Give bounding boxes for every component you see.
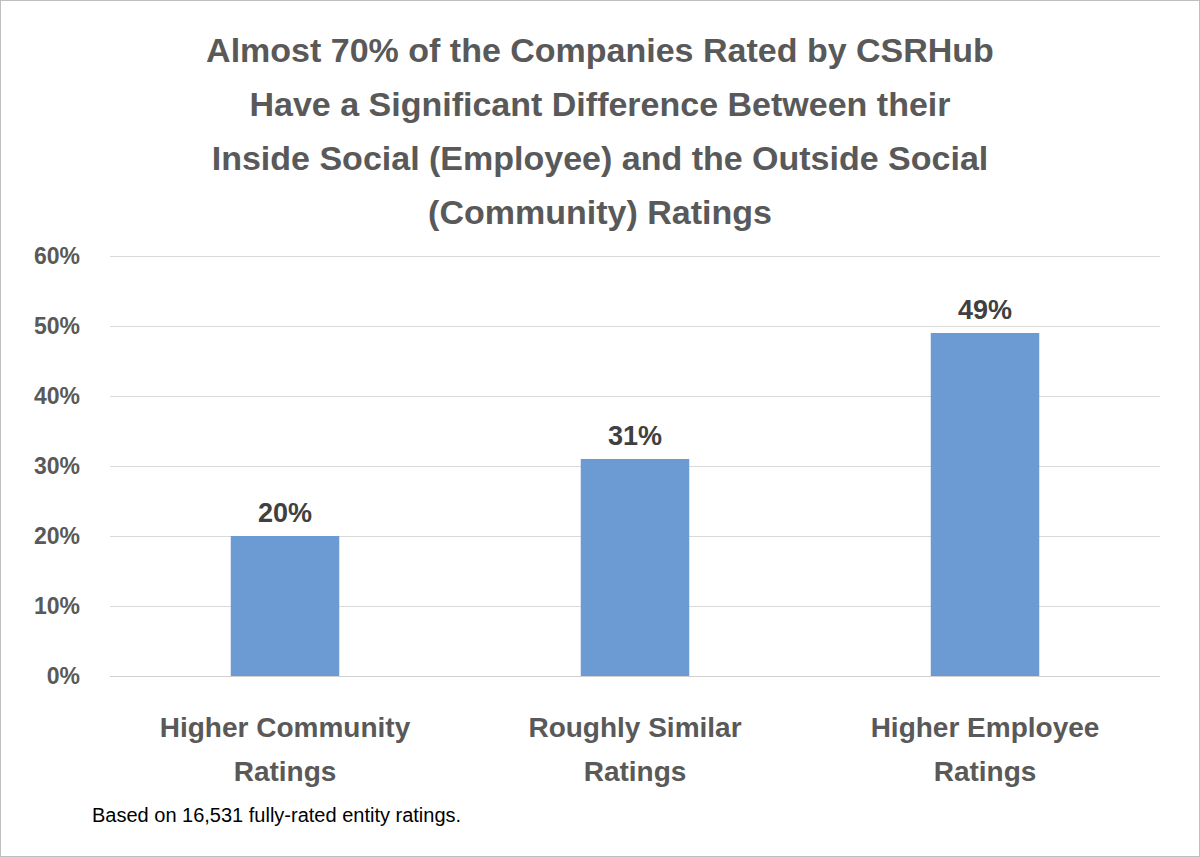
bar	[931, 333, 1040, 676]
chart-svg: Almost 70% of the Companies Rated by CSR…	[0, 0, 1200, 857]
bars	[231, 333, 1040, 676]
y-tick-label: 50%	[34, 313, 80, 339]
grid	[110, 257, 1160, 677]
y-tick-label: 40%	[34, 383, 80, 409]
x-tick-label-line: Roughly Similar	[528, 712, 741, 743]
y-tick-label: 60%	[34, 243, 80, 269]
title-line: Inside Social (Employee) and the Outside…	[212, 139, 989, 177]
x-tick-label-line: Higher Community	[160, 712, 411, 743]
chart-title: Almost 70% of the Companies Rated by CSR…	[206, 31, 994, 231]
bar	[581, 459, 690, 676]
x-tick-label-line: Ratings	[934, 756, 1037, 787]
x-tick-label: Roughly Similar Ratings	[528, 712, 741, 787]
grid-line	[110, 676, 1160, 677]
y-tick-label: 20%	[34, 523, 80, 549]
x-tick-label-line: Ratings	[234, 756, 337, 787]
grid-line	[110, 256, 1160, 257]
bar	[231, 536, 340, 676]
title-line: Almost 70% of the Companies Rated by CSR…	[206, 31, 994, 69]
y-tick-label: 30%	[34, 453, 80, 479]
data-label: 20%	[258, 498, 312, 528]
data-labels: 20% 31% 49%	[258, 295, 1012, 528]
data-label: 49%	[958, 295, 1012, 325]
y-tick-label: 10%	[34, 593, 80, 619]
x-tick-label: Higher Employee Ratings	[871, 712, 1100, 787]
x-tick-label-line: Ratings	[584, 756, 687, 787]
title-line: (Community) Ratings	[428, 193, 772, 231]
chart-frame	[1, 1, 1200, 857]
x-tick-labels: Higher Community Ratings Roughly Similar Ra…	[160, 712, 1100, 787]
data-label: 31%	[608, 421, 662, 451]
chart-container: Almost 70% of the Companies Rated by CSR…	[0, 0, 1200, 857]
x-tick-label: Higher Community Ratings	[160, 712, 411, 787]
x-tick-label-line: Higher Employee	[871, 712, 1100, 743]
y-tick-label: 0%	[47, 663, 80, 689]
title-line: Have a Significant Difference Between th…	[250, 85, 951, 123]
y-tick-labels: 0% 10% 20% 30% 40% 50% 60%	[34, 243, 80, 689]
annotation: Based on 16,531 fully-rated entity ratin…	[92, 804, 461, 826]
grid-line	[110, 326, 1160, 327]
